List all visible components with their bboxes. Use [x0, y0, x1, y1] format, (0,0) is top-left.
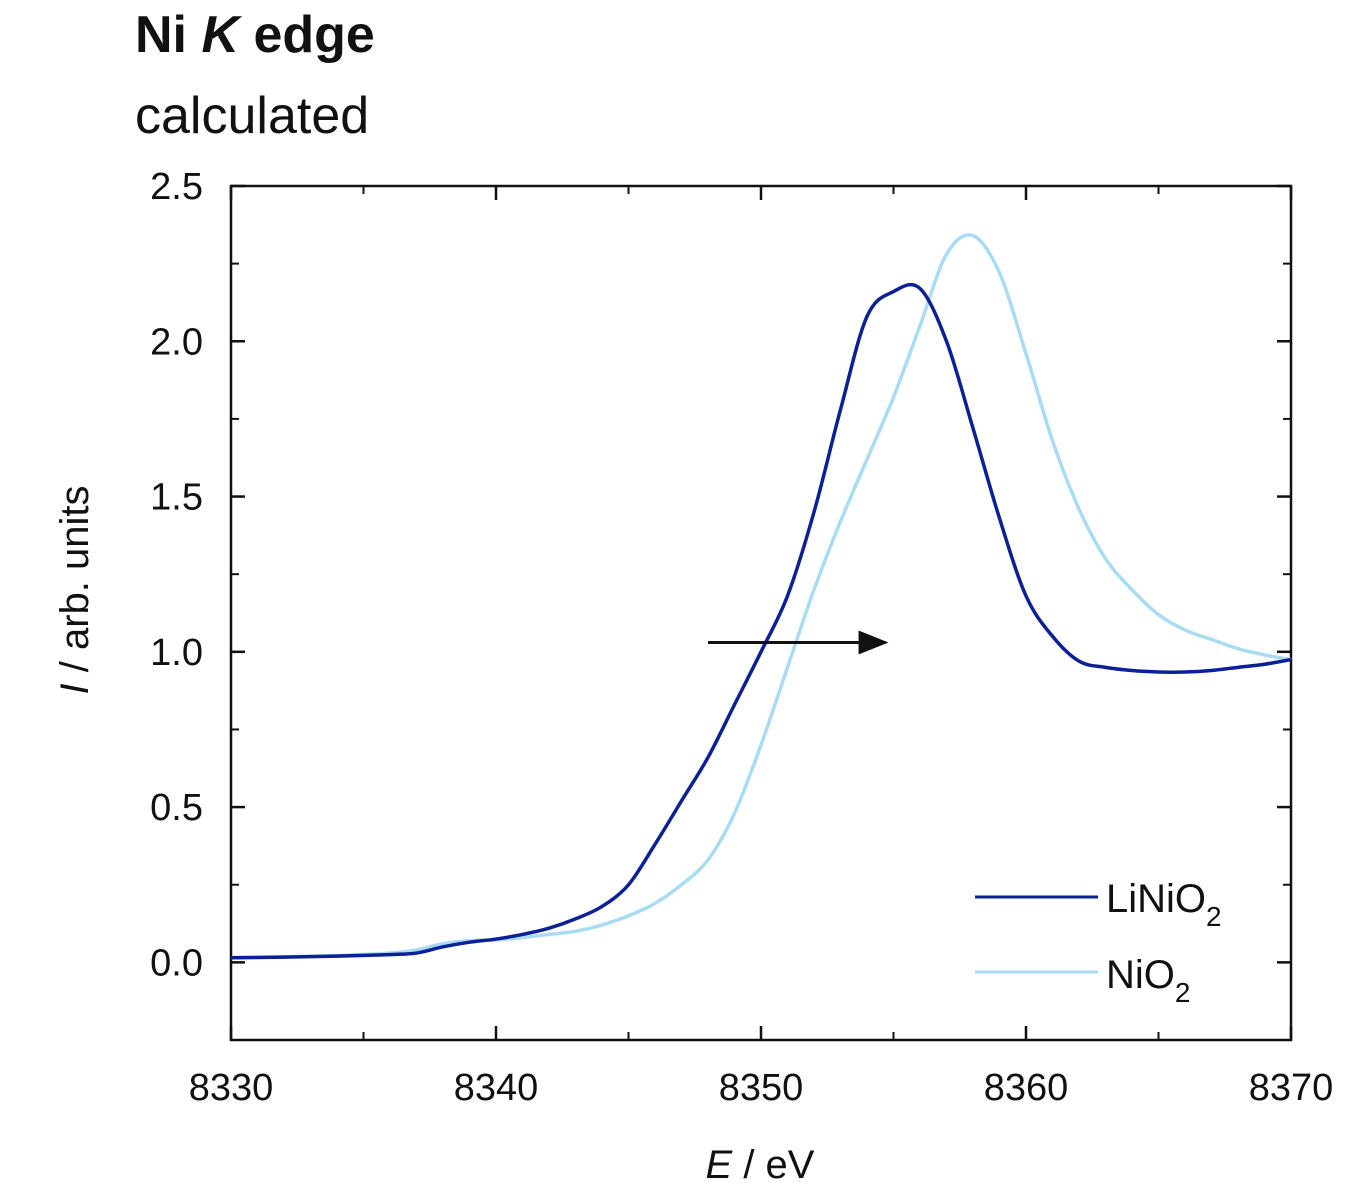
legend-label-linio2: LiNiO2	[1106, 877, 1222, 932]
tick-labels: 8330 8340 8350 8360 8370 0.0 0.5 1.0 1.5 2.0 2.5	[150, 166, 1333, 1109]
y-axis-label-italic: I	[53, 683, 97, 694]
y-tick-label: 0.0	[150, 942, 203, 984]
chart-title-prefix: Ni	[135, 6, 201, 64]
x-axis-label-italic: E	[706, 1143, 734, 1185]
series-line-nio2	[230, 233, 1292, 960]
chart-subtitle: calculated	[135, 87, 369, 145]
series-lines	[230, 233, 1292, 960]
x-tick-label: 8360	[984, 1067, 1069, 1109]
legend-label-nio2-sub: 2	[1175, 977, 1191, 1008]
y-axis-label: I / arb. units	[53, 486, 97, 695]
legend-label-nio2: NiO2	[1106, 953, 1190, 1008]
series-line-linio2	[230, 282, 1292, 960]
y-tick-label: 1.0	[150, 632, 203, 674]
x-axis-label: E / eV	[706, 1143, 815, 1185]
legend-label-linio2-sub: 2	[1206, 901, 1222, 932]
x-tick-label: 8370	[1249, 1067, 1334, 1109]
x-tick-label: 8340	[454, 1067, 539, 1109]
y-tick-label: 2.5	[150, 166, 203, 208]
ticks	[229, 184, 1293, 1041]
legend-label-linio2-base: LiNiO	[1106, 877, 1206, 921]
chart-title-suffix: edge	[239, 6, 375, 64]
x-axis-label-rest: / eV	[732, 1143, 815, 1185]
legend-label-nio2-base: NiO	[1106, 953, 1175, 997]
x-tick-label: 8330	[189, 1067, 274, 1109]
y-axis-label-rest: / arb. units	[53, 486, 97, 684]
y-tick-label: 0.5	[150, 787, 203, 829]
x-tick-label: 8350	[719, 1067, 804, 1109]
chart-title: Ni K edge	[135, 6, 375, 64]
y-tick-label: 2.0	[150, 321, 203, 363]
y-tick-label: 1.5	[150, 477, 203, 519]
chart-title-italic: K	[201, 6, 242, 64]
legend: LiNiO2 NiO2	[975, 877, 1222, 1008]
